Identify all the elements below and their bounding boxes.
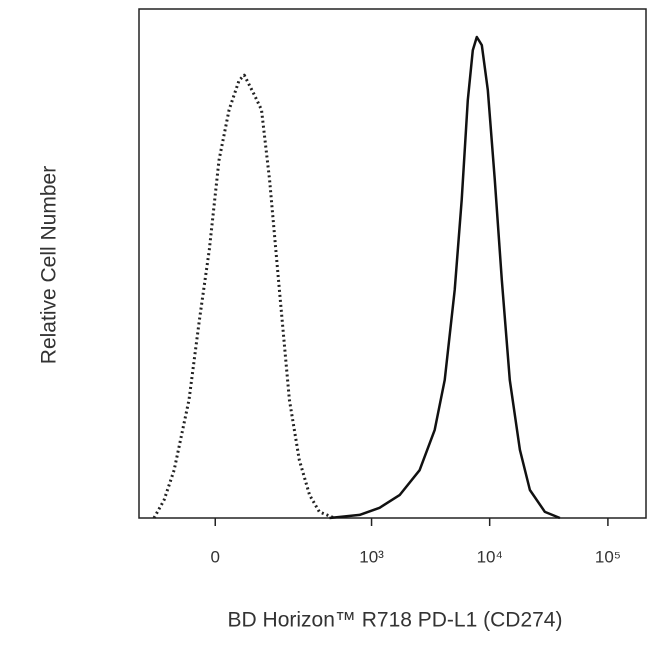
histogram-line [329,35,561,520]
x-tick-label: 10⁵ [595,547,621,566]
x-tick-label: 0 [211,547,220,566]
x-tick-label: 10⁴ [477,547,503,566]
plot-frame [138,8,647,519]
x-tick-label: 10³ [359,547,384,566]
y-axis-label: Relative Cell Number [38,166,61,364]
x-axis-label: BD Horizon™ R718 PD-L1 (CD274) [228,609,563,632]
histogram-line [152,73,336,520]
